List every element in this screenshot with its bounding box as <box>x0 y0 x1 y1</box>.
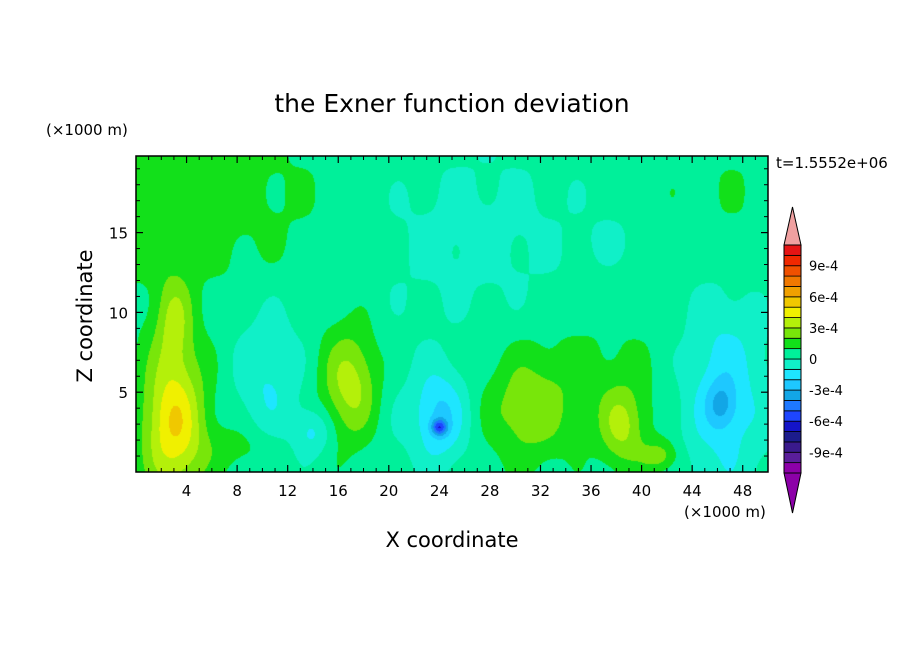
x-unit-label: (×1000 m) <box>684 503 766 521</box>
x-tick-label: 8 <box>232 482 242 500</box>
x-tick-label: 20 <box>379 482 398 500</box>
colorbar-tick-label: -3e-4 <box>809 384 843 399</box>
time-label: t=1.5552e+06 <box>776 154 888 172</box>
x-tick-label: 32 <box>531 482 550 500</box>
x-axis-label: X coordinate <box>385 528 518 552</box>
x-tick-label: 12 <box>278 482 297 500</box>
colorbar-swatch <box>783 410 802 422</box>
colorbar-over-arrow <box>783 206 802 246</box>
colorbar-swatch <box>783 451 802 464</box>
x-axis: 4 8 12 16 20 24 28 32 36 40 44 48 <box>148 156 756 500</box>
colorbar-swatch <box>783 337 802 350</box>
colorbar: 9e-4 6e-4 3e-4 0 -3e-4 -6e-4 -9e-4 <box>783 206 843 514</box>
colorbar-swatch <box>783 389 802 401</box>
colorbar-swatch <box>783 286 802 298</box>
y-axis-label: Z coordinate <box>73 249 97 382</box>
x-tick-label: 24 <box>430 482 449 500</box>
x-tick-label: 40 <box>632 482 651 500</box>
contour-plot-area <box>135 155 769 473</box>
colorbar-under-arrow <box>783 472 802 514</box>
colorbar-swatch <box>783 296 802 308</box>
x-tick-label: 4 <box>182 482 192 500</box>
y-tick-label: 15 <box>109 225 128 243</box>
colorbar-swatch <box>783 327 802 339</box>
colorbar-swatch <box>783 420 802 432</box>
x-tick-label: 28 <box>480 482 499 500</box>
colorbar-tick-label: 0 <box>809 353 817 368</box>
colorbar-swatch <box>783 379 802 391</box>
colorbar-swatch <box>783 244 802 256</box>
y-unit-label: (×1000 m) <box>46 121 128 139</box>
colorbar-tick-label: -6e-4 <box>809 415 843 430</box>
colorbar-swatch <box>783 317 802 329</box>
x-tick-label: 44 <box>683 482 702 500</box>
x-tick-label: 48 <box>733 482 752 500</box>
chart-title: the Exner function deviation <box>274 89 629 118</box>
colorbar-tick-label: 6e-4 <box>809 291 838 306</box>
colorbar-swatch <box>783 348 802 360</box>
colorbar-swatch <box>783 441 802 453</box>
x-tick-label: 16 <box>329 482 348 500</box>
colorbar-swatch <box>783 275 802 287</box>
colorbar-swatch <box>783 462 802 474</box>
colorbar-swatch <box>783 306 802 318</box>
colorbar-tick-label: 3e-4 <box>809 322 838 337</box>
colorbar-swatch <box>783 265 802 277</box>
colorbar-frame <box>783 244 802 474</box>
y-tick-label: 10 <box>109 304 128 322</box>
contour-field <box>136 156 768 472</box>
x-tick-label: 36 <box>581 482 600 500</box>
y-tick-label: 5 <box>118 384 128 402</box>
colorbar-swatch <box>783 358 802 370</box>
colorbar-swatch <box>783 254 802 267</box>
colorbar-swatch <box>783 431 802 443</box>
y-axis: 5 10 15 <box>109 168 768 457</box>
colorbar-tick-label: 9e-4 <box>809 260 838 275</box>
colorbar-tick-label: -9e-4 <box>809 446 843 461</box>
colorbar-swatch <box>783 368 802 381</box>
colorbar-swatch <box>783 400 802 412</box>
